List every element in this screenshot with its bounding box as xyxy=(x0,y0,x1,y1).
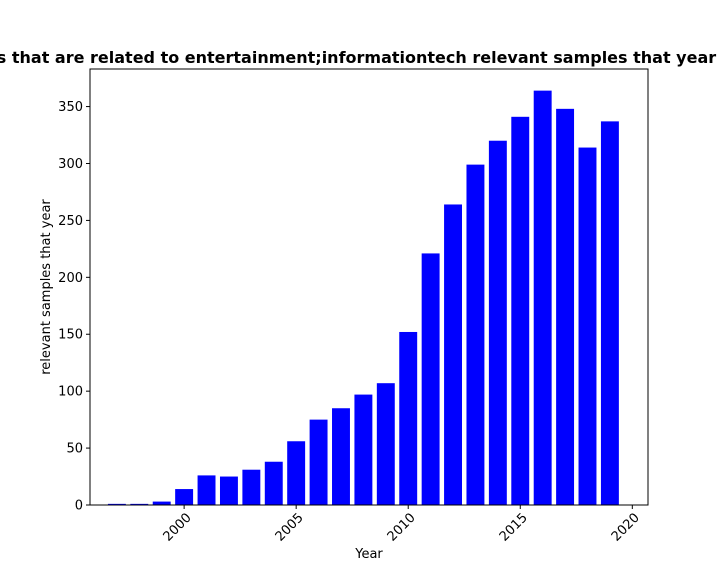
bar-2017 xyxy=(556,108,575,505)
bar-2009 xyxy=(376,383,395,505)
x-tick-label-2015: 2015 xyxy=(497,511,531,545)
y-tick-label-100: 100 xyxy=(58,385,83,400)
y-axis-label: relevant samples that year xyxy=(39,199,54,375)
x-tick-label-2000: 2000 xyxy=(161,511,195,545)
bar-2016 xyxy=(533,90,552,505)
x-axis-label: Year xyxy=(354,547,383,562)
bar-2000 xyxy=(175,489,194,505)
y-tick-label-150: 150 xyxy=(58,328,83,343)
bar-2006 xyxy=(309,419,328,505)
bar-2015 xyxy=(511,116,530,505)
x-tick-label-2020: 2020 xyxy=(609,511,643,545)
chart-title: Fraction of papers that are related to e… xyxy=(0,48,720,67)
x-tick-label-2010: 2010 xyxy=(385,511,419,545)
bar-2011 xyxy=(421,253,440,505)
bar-2019 xyxy=(600,121,619,506)
bar-1998 xyxy=(130,503,149,505)
bar-2008 xyxy=(354,394,373,505)
bar-2010 xyxy=(399,331,418,505)
bar-2004 xyxy=(264,461,283,505)
y-axis: 0 50 100 150 200 250 300 350 xyxy=(58,100,90,514)
bar-2001 xyxy=(197,475,216,505)
bar-2013 xyxy=(466,164,485,505)
bar-2014 xyxy=(488,140,507,505)
x-axis: 2000 2005 2010 2015 2020 xyxy=(161,505,643,545)
bar-2005 xyxy=(287,441,306,505)
bar-2007 xyxy=(332,408,350,505)
y-tick-label-300: 300 xyxy=(58,157,83,172)
y-tick-label-50: 50 xyxy=(66,442,83,457)
bar-2003 xyxy=(242,469,261,505)
bar-2002 xyxy=(219,476,238,505)
plot-area-frame xyxy=(89,68,649,506)
y-tick-label-200: 200 xyxy=(58,271,83,286)
y-tick-label-350: 350 xyxy=(58,100,83,115)
y-tick-label-250: 250 xyxy=(58,214,83,229)
x-tick-label-2005: 2005 xyxy=(273,511,307,545)
bar-1997 xyxy=(107,503,126,505)
bar-2018 xyxy=(578,147,597,506)
bar-2012 xyxy=(444,204,462,505)
bar-1999 xyxy=(152,501,171,505)
bars-group xyxy=(107,90,619,506)
y-tick-label-0: 0 xyxy=(75,499,83,514)
